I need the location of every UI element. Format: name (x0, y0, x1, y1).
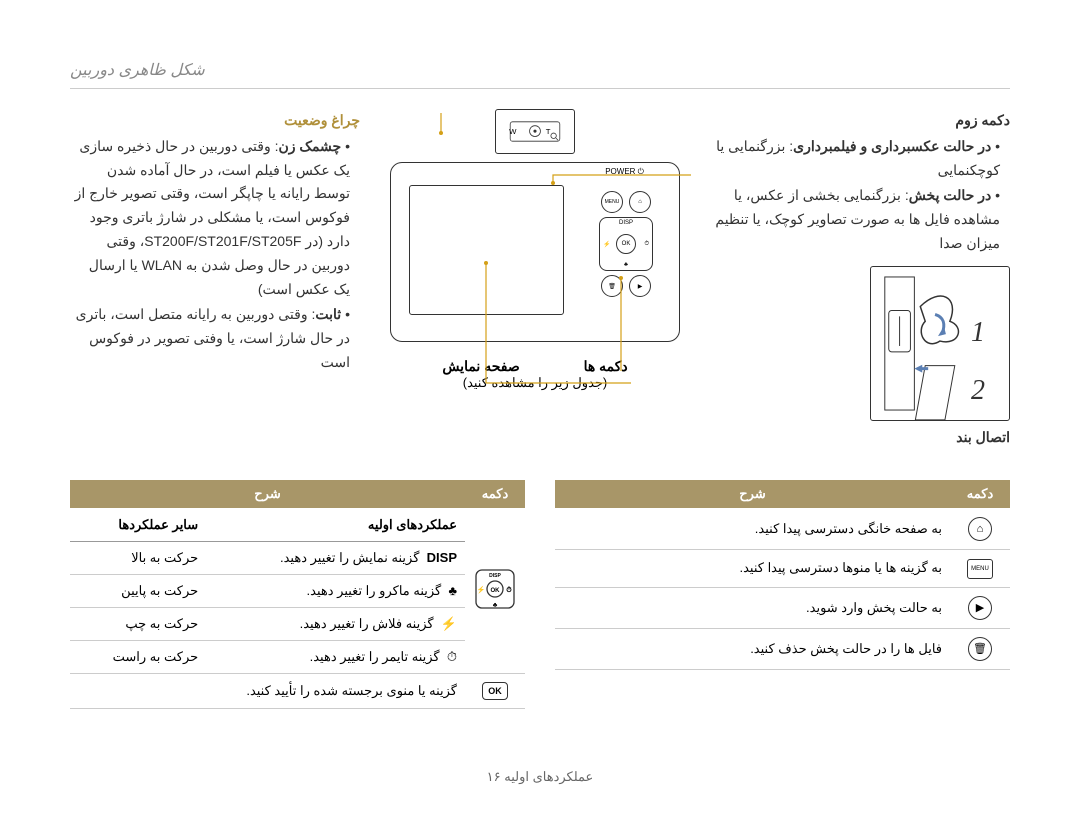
delete-button-icon: 🗑 (601, 275, 623, 297)
zoom-title: دکمه زوم (710, 109, 1010, 133)
table-subheader: OK DISP ♣ ⚡ ⏱ عملکردهای اولیه سایر عملکر… (70, 508, 525, 541)
zoom-bullet: در حالت پخش: بزرگنمایی بخشی از عکس، یا م… (710, 184, 1000, 255)
page-title: شکل ظاهری دوربین (70, 62, 205, 79)
th-desc: شرح (555, 480, 950, 509)
svg-text:OK: OK (491, 588, 501, 594)
table-row: MENU به گزینه ها یا منوها دسترسی پیدا کن… (555, 549, 1010, 587)
camera-screen (409, 185, 564, 315)
diagram-labels: دکمه ها صفحه نمایش (جدول زیر را مشاهده ک… (442, 358, 627, 391)
svg-text:⚡: ⚡ (477, 585, 486, 594)
strap-column: 1 2 اتصال بند (710, 266, 1010, 450)
play-button-icon: ▶ (629, 275, 651, 297)
cell-desc: فایل ها را در حالت پخش حذف کنید. (555, 628, 950, 669)
table-row: ⚡ گزینه فلاش را تغییر دهید. حرکت به چپ (70, 607, 525, 640)
table-row: ♣ گزینه ماکرو را تغییر دهید. حرکت به پای… (70, 574, 525, 607)
cell-desc: به گزینه ها یا منوها دسترسی پیدا کنید. (555, 549, 950, 587)
macro-icon: ♣ (448, 583, 457, 598)
svg-text:⏱: ⏱ (506, 586, 512, 594)
zoom-text-block: دکمه زوم در حالت عکسبرداری و فیلمبرداری:… (710, 109, 1010, 450)
status-light-text-block: چراغ وضعیت چشمک زن: وقتی دوربین در حال ذ… (70, 109, 360, 450)
home-icon: ⌂ (968, 517, 992, 541)
camera-back-view: ⏻ POWER ⌂ MENU DISP ♣ ⚡ ⏱ OK ▶ 🗑 (390, 162, 680, 342)
table-row: OK گزینه یا منوی برجسته شده را تأیید کنی… (70, 673, 525, 708)
trash-icon: 🗑 (968, 637, 992, 661)
strap-step-2: 2 (971, 367, 985, 415)
svg-text:DISP: DISP (489, 573, 501, 579)
table-row: 🗑 فایل ها را در حالت پخش حذف کنید. (555, 628, 1010, 669)
th-desc: شرح (70, 480, 465, 509)
table-row: ▶ به حالت پخش وارد شوید. (555, 587, 1010, 628)
menu-button-icon: MENU (601, 191, 623, 213)
page-footer: عملکردهای اولیه ۱۶ (0, 769, 1080, 785)
th-button: دکمه (465, 480, 525, 509)
sub-other: سایر عملکردها (70, 508, 206, 541)
strap-diagram: 1 2 (870, 266, 1010, 421)
sub-primary: عملکردهای اولیه (206, 508, 465, 541)
svg-text:♣: ♣ (493, 602, 498, 609)
table-row: DISP گزینه نمایش را تغییر دهید. حرکت به … (70, 541, 525, 574)
menu-icon: MENU (967, 559, 993, 579)
th-button: دکمه (950, 480, 1010, 509)
play-icon: ▶ (968, 596, 992, 620)
svg-text:W: W (509, 127, 517, 136)
disp-icon: DISP (427, 550, 457, 565)
table-row: ⏱ گزینه تایمر را تغییر دهید. حرکت به راس… (70, 640, 525, 673)
button-table-1: دکمه شرح ⌂ به صفحه خانگی دسترسی پیدا کنی… (555, 480, 1010, 709)
flash-icon: ⚡ (441, 616, 457, 631)
button-table-2: دکمه شرح OK DISP ♣ ⚡ ⏱ عملکردهای اولیه (70, 480, 525, 709)
nav-pad-icon: OK DISP ♣ ⚡ ⏱ (474, 568, 516, 610)
cell-desc: به حالت پخش وارد شوید. (555, 587, 950, 628)
cell-desc: به صفحه خانگی دسترسی پیدا کنید. (555, 508, 950, 549)
power-label: ⏻ POWER (605, 167, 644, 177)
status-light-bullet: ثابت: وقتی دوربین به رایانه متصل است، با… (70, 303, 350, 374)
ok-icon: OK (482, 682, 508, 700)
status-light-title: چراغ وضعیت (70, 109, 360, 133)
strap-step-1: 1 (971, 309, 985, 357)
buttons-label: دکمه ها (584, 358, 628, 375)
buttons-note: (جدول زیر را مشاهده کنید) (442, 375, 627, 391)
home-button-icon: ⌂ (629, 191, 651, 213)
zoom-lever-icon: W T (495, 109, 575, 154)
svg-text:T: T (546, 127, 551, 136)
nav-pad-icon: DISP ♣ ⚡ ⏱ OK (599, 217, 653, 271)
table-row: ⌂ به صفحه خانگی دسترسی پیدا کنید. (555, 508, 1010, 549)
page-header: شکل ظاهری دوربین (70, 60, 1010, 89)
zoom-bullet: در حالت عکسبرداری و فیلمبرداری: بزرگنمای… (710, 135, 1000, 183)
camera-diagram: W T ⏻ POWER ⌂ MENU DISP ♣ ⚡ ⏱ (380, 109, 690, 450)
display-label: صفحه نمایش (442, 358, 519, 375)
camera-button-cluster: ⌂ MENU DISP ♣ ⚡ ⏱ OK ▶ 🗑 (585, 191, 667, 297)
status-light-bullet: چشمک زن: وقتی دوربین در حال ذخیره سازی ی… (70, 135, 350, 302)
strap-label: اتصال بند (956, 426, 1010, 450)
timer-icon: ⏱ (447, 649, 457, 664)
